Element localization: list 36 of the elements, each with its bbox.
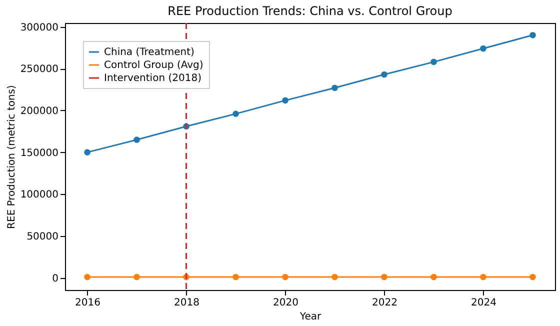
point [282,274,288,280]
point [480,274,486,280]
point [232,274,239,280]
point [84,274,90,280]
point [282,97,288,104]
y-tick-label: 0 [52,273,58,284]
x-tick-label: 2024 [471,298,496,308]
x-tick-label: 2018 [174,298,200,308]
x-tick-label: 2016 [75,298,100,308]
legend-label: Control Group (Avg) [104,60,204,71]
chart-title: REE Production Trends: China vs. Control Group [168,4,452,18]
point [530,274,536,280]
point [530,32,536,38]
point [480,45,486,52]
point [430,274,437,280]
point [84,149,90,156]
point [134,274,140,280]
point [134,136,140,143]
y-tick-label: 50000 [26,232,58,243]
y-tick-label: 250000 [20,64,58,76]
y-tick-label: 100000 [20,190,58,201]
x-tick-label: 2020 [273,298,298,308]
y-axis-title: REE Production (metric tons) [6,84,18,229]
point [381,71,388,78]
x-axis-title: Year [298,312,322,322]
point [381,274,388,280]
y-tick-label: 300000 [20,22,58,34]
y-tick-label: 150000 [20,148,58,159]
point [430,58,437,66]
x-tick-label: 2022 [372,298,398,308]
point [332,274,338,280]
point [232,110,239,117]
point [332,84,338,92]
ref-line-label: Intervention (2018) [104,73,202,84]
y-tick-label: 200000 [20,106,58,117]
legend-label: China (Treatment) [104,47,195,58]
